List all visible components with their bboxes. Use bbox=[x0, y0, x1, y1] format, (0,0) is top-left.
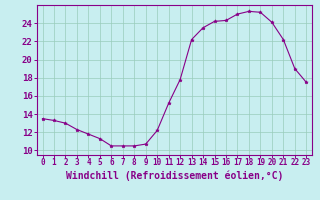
X-axis label: Windchill (Refroidissement éolien,°C): Windchill (Refroidissement éolien,°C) bbox=[66, 170, 283, 181]
